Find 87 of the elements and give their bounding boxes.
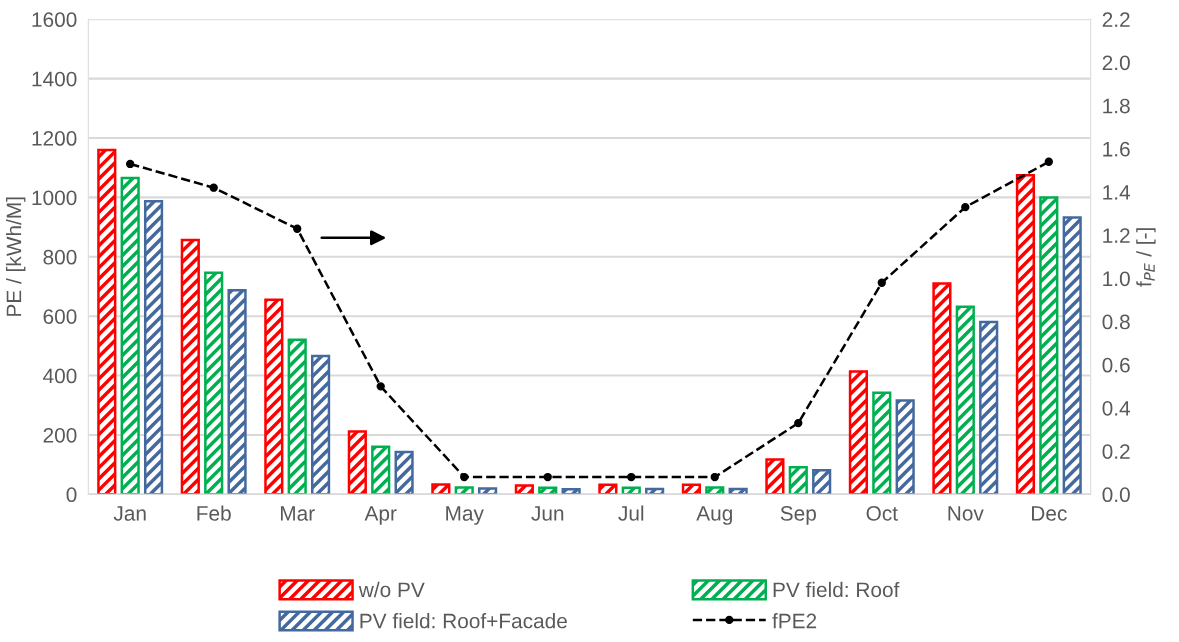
y2-tick-label: 0.6 (1102, 357, 1130, 373)
legend-label: w/o PV (358, 581, 425, 598)
bar (598, 483, 618, 495)
y-tick-label: 400 (43, 368, 77, 384)
point (126, 159, 135, 169)
y-tick-label: 0 (66, 487, 77, 503)
bar (1039, 196, 1059, 495)
x-tick-label: Apr (364, 506, 397, 525)
bar (310, 354, 331, 495)
bar (645, 487, 665, 495)
point (794, 418, 803, 428)
bar (1062, 216, 1082, 495)
bar (681, 483, 701, 495)
y2-tick-label: 1.0 (1103, 271, 1130, 287)
bar (204, 271, 224, 495)
y2-tick-label: 2.2 (1102, 12, 1130, 27)
bar (561, 488, 581, 495)
y-tick-label: 200 (43, 427, 77, 443)
y-tick-label: 1600 (32, 12, 77, 28)
bar (765, 458, 785, 495)
x-tick-label: Feb (197, 505, 231, 521)
y2-tick-label: 1.2 (1103, 228, 1130, 243)
bar (287, 338, 307, 495)
bar (478, 487, 498, 495)
bar (264, 298, 284, 495)
bar (728, 487, 748, 495)
bar (143, 200, 164, 495)
bar (394, 450, 414, 495)
y-tick-label: 1200 (32, 131, 77, 146)
bar (705, 486, 725, 495)
y2-axis-title: f$_{PE}$ / [-] (1136, 228, 1156, 287)
bar (120, 176, 140, 495)
x-tick-label: Mar (280, 506, 315, 521)
point (877, 278, 886, 287)
y2-tick-label: 0.2 (1102, 444, 1130, 459)
y-tick-label: 1400 (32, 71, 77, 87)
x-tick-label: Sep (780, 506, 816, 525)
x-tick-label: Jul (618, 505, 644, 521)
bar (872, 391, 892, 495)
bar (97, 148, 117, 495)
bar (848, 370, 869, 495)
point (1044, 157, 1053, 166)
bar (514, 484, 534, 495)
x-tick-label: Dec (1032, 506, 1067, 521)
point (209, 183, 218, 192)
point (543, 472, 552, 482)
legend-label: PV field: Roof+Facade (360, 613, 567, 629)
point (376, 382, 385, 391)
y2-tick-label: 0.4 (1102, 400, 1131, 416)
legend-label: fPE2 (772, 613, 817, 629)
y2-tick-label: 1.6 (1103, 141, 1130, 157)
bar (454, 486, 474, 495)
bar (979, 320, 999, 495)
point (627, 472, 636, 482)
bar (1015, 173, 1036, 495)
y2-tick-label: 1.4 (1103, 185, 1131, 200)
bar (371, 445, 391, 495)
point (460, 472, 469, 482)
y-axis-title: PE / [kWh/M] (6, 197, 26, 316)
y2-tick-label: 2.0 (1102, 55, 1130, 71)
x-tick-label: May (446, 506, 484, 525)
y2-tick-label: 0.8 (1102, 314, 1130, 330)
x-tick-label: Jan (113, 506, 146, 521)
x-tick-label: Oct (866, 506, 898, 521)
bar (788, 466, 808, 495)
bar (955, 305, 975, 495)
bar (227, 289, 247, 495)
y-tick-label: 600 (43, 309, 77, 324)
point (293, 224, 302, 233)
bar (431, 483, 451, 495)
bar (812, 469, 832, 495)
y-tick-label: 1000 (32, 190, 77, 206)
x-tick-label: Aug (696, 506, 732, 525)
bar (621, 486, 641, 495)
x-tick-label: Jun (531, 506, 564, 521)
point (961, 202, 970, 212)
point (710, 472, 719, 482)
bar (538, 486, 558, 495)
legend-label: PV field: Roof (773, 581, 900, 598)
bar (347, 430, 367, 495)
x-tick-label: Nov (948, 506, 984, 521)
y2-tick-label: 1.8 (1103, 98, 1130, 114)
y-tick-label: 800 (43, 249, 77, 265)
y2-tick-label: 0.0 (1102, 487, 1130, 503)
bar (932, 282, 952, 495)
bar (180, 238, 200, 495)
bar (895, 399, 915, 495)
